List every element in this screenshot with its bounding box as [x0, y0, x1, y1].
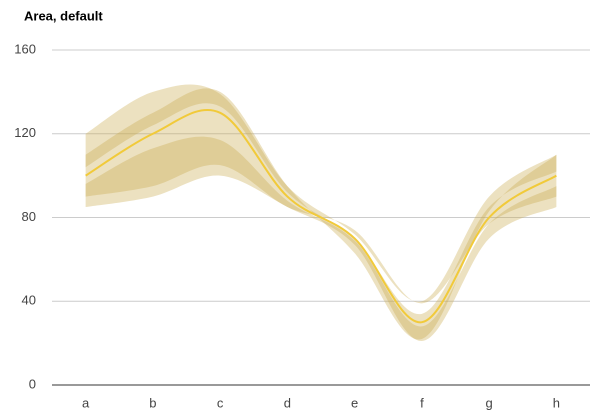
x-tick-label: e — [351, 395, 358, 410]
x-tick-label: d — [284, 395, 291, 410]
x-tick-label: g — [486, 395, 493, 410]
x-tick-label: a — [82, 395, 90, 410]
x-tick-label: b — [149, 395, 156, 410]
chart-title: Area, default — [24, 8, 103, 23]
line — [85, 109, 557, 324]
interval-band — [85, 84, 557, 304]
y-tick-label: 160 — [14, 41, 36, 56]
y-tick-label: 80 — [22, 209, 36, 224]
y-tick-label: 40 — [22, 293, 36, 308]
x-tick-label: f — [420, 395, 424, 410]
interval-band — [85, 136, 557, 342]
x-tick-label: h — [553, 395, 560, 410]
y-tick-label: 120 — [14, 125, 36, 140]
x-tick-label: c — [217, 395, 224, 410]
y-tick-label: 0 — [29, 376, 36, 391]
